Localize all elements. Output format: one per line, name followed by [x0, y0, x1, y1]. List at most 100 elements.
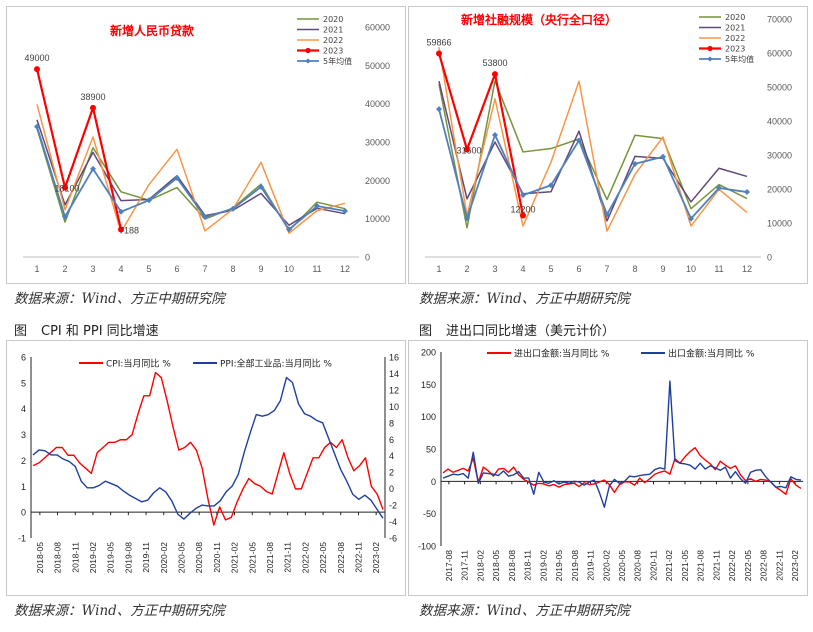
x-tick-label: 2023-02 — [790, 550, 800, 581]
x-tick-label: 9 — [258, 264, 263, 274]
y-tick-label: 40000 — [365, 99, 390, 109]
x-tick-label: 2021-08 — [696, 550, 706, 581]
legend-label: 2020 — [323, 15, 343, 24]
point-5yr-avg — [744, 189, 750, 196]
source-note-top-right: 数据来源：Wind、方正中期研究院 — [419, 291, 630, 307]
y-tick-label: 30000 — [365, 138, 390, 148]
series-line — [442, 447, 802, 495]
x-tick-label: 2021-11 — [283, 542, 293, 573]
cpi-ppi-chart-panel: -1 0 1 2 3 4 5 6 -6 -4 -2 0 2 4 6 8 10 12 14 16 2018-05 2018-… — [6, 340, 406, 596]
point-5yr-avg — [90, 165, 96, 172]
x-tick-label: 2020-05 — [176, 542, 186, 573]
point-5yr-avg — [230, 205, 236, 212]
y-left-tick-label: 0 — [21, 508, 26, 518]
y-tick-label: 60000 — [767, 49, 792, 59]
y-right-tick-label: 14 — [389, 369, 399, 379]
source-note-bottom-right: 数据来源：Wind、方正中期研究院 — [419, 603, 630, 619]
social-financing-chart-panel: 0 10000 20000 30000 40000 50000 60000 70000 1 2 3 4… — [408, 6, 808, 284]
source-note-top-left: 数据来源：Wind、方正中期研究院 — [14, 291, 225, 307]
point-5yr-avg — [548, 182, 554, 189]
point-5yr-avg — [660, 153, 666, 160]
x-tick-label: 2022-05 — [318, 542, 328, 573]
y-left-tick-label: -1 — [18, 534, 26, 544]
data-label: 12200 — [510, 205, 535, 215]
x-tick-label: 2021-02 — [230, 542, 240, 573]
legend-label: 2021 — [725, 24, 745, 33]
x-tick-label: 2020-08 — [194, 542, 204, 573]
series-line-2021 — [36, 119, 346, 226]
y-tick-label: 10000 — [767, 219, 792, 229]
x-tick-label: 10 — [284, 264, 294, 274]
x-tick-label: 2020-11 — [212, 542, 222, 573]
x-tick-label: 4 — [520, 264, 525, 274]
y-left-tick-label: 4 — [21, 404, 26, 414]
x-tick-label: 2019-08 — [123, 542, 133, 573]
x-tick-label: 3 — [90, 264, 95, 274]
legend-marker — [305, 47, 311, 54]
y-tick-label: 10000 — [365, 214, 390, 224]
point-5yr-avg — [342, 208, 348, 214]
y-right-tick-label: -2 — [389, 501, 397, 511]
x-tick-label: 2022-11 — [353, 542, 363, 573]
series-line-2020 — [438, 80, 748, 229]
y-tick-label: 30000 — [767, 151, 792, 161]
x-tick-label: 2018-05 — [491, 550, 501, 581]
point-5yr-avg — [258, 183, 264, 190]
x-tick-label: 11 — [312, 264, 321, 274]
x-tick-label: 12 — [742, 264, 752, 274]
x-tick-label: 2020-08 — [633, 550, 643, 581]
x-tick-label: 2021-08 — [265, 542, 275, 573]
series-line — [32, 376, 384, 520]
x-tick-label: 2022-08 — [759, 550, 769, 581]
point-5yr-avg — [716, 184, 722, 191]
data-label: 38900 — [80, 92, 105, 102]
series-line-2020 — [36, 128, 346, 232]
x-tick-label: 12 — [340, 264, 350, 274]
x-tick-label: 2020-11 — [648, 550, 658, 581]
y-right-tick-label: -4 — [389, 517, 397, 527]
series-line-5年均值 — [36, 126, 346, 231]
point-5yr-avg — [202, 214, 208, 221]
x-tick-label: 2017-11 — [460, 550, 470, 581]
point-5yr-avg — [632, 160, 638, 167]
series-line-2022 — [438, 47, 748, 232]
x-tick-label: 7 — [202, 264, 207, 274]
x-tick-label: 1 — [34, 264, 39, 274]
point-2023 — [34, 66, 40, 73]
x-tick-label: 3 — [492, 264, 497, 274]
y-right-tick-label: 0 — [389, 484, 394, 494]
x-tick-label: 2018-11 — [70, 542, 80, 573]
point-5yr-avg — [436, 106, 442, 113]
x-tick-label: 8 — [632, 264, 637, 274]
point-2023 — [492, 71, 498, 78]
x-tick-label: 6 — [174, 264, 179, 274]
y-right-tick-label: 10 — [389, 402, 399, 412]
y-tick-label: 0 — [365, 253, 370, 263]
x-tick-label: 10 — [686, 264, 696, 274]
x-tick-label: 6 — [576, 264, 581, 274]
x-tick-label: 2018-02 — [475, 550, 485, 581]
y-right-tick-label: 16 — [389, 353, 399, 363]
y-right-tick-label: 12 — [389, 385, 399, 395]
y-left-tick-label: -50 — [423, 509, 436, 519]
caption-text: 进出口同比增速（美元计价） — [446, 324, 616, 339]
x-tick-label: 2019-08 — [570, 550, 580, 581]
y-left-tick-label: 3 — [21, 430, 26, 440]
legend-marker — [707, 45, 713, 52]
y-left-tick-label: 0 — [431, 477, 436, 487]
y-tick-label: 0 — [767, 253, 772, 263]
legend-marker — [305, 58, 311, 64]
x-tick-label: 2022-02 — [727, 550, 737, 581]
y-left-tick-label: 2 — [21, 456, 26, 466]
y-left-tick-label: 100 — [421, 412, 436, 422]
point-5yr-avg — [146, 197, 152, 204]
x-tick-label: 2 — [464, 264, 469, 274]
legend-label: 出口金额:当月同比 % — [668, 348, 755, 360]
y-left-tick-label: 50 — [426, 445, 436, 455]
x-tick-label: 8 — [230, 264, 235, 274]
series-line-2023 — [437, 53, 525, 216]
point-5yr-avg — [688, 215, 694, 222]
y-right-tick-label: -6 — [389, 534, 397, 544]
x-tick-label: 2020-02 — [159, 542, 169, 573]
